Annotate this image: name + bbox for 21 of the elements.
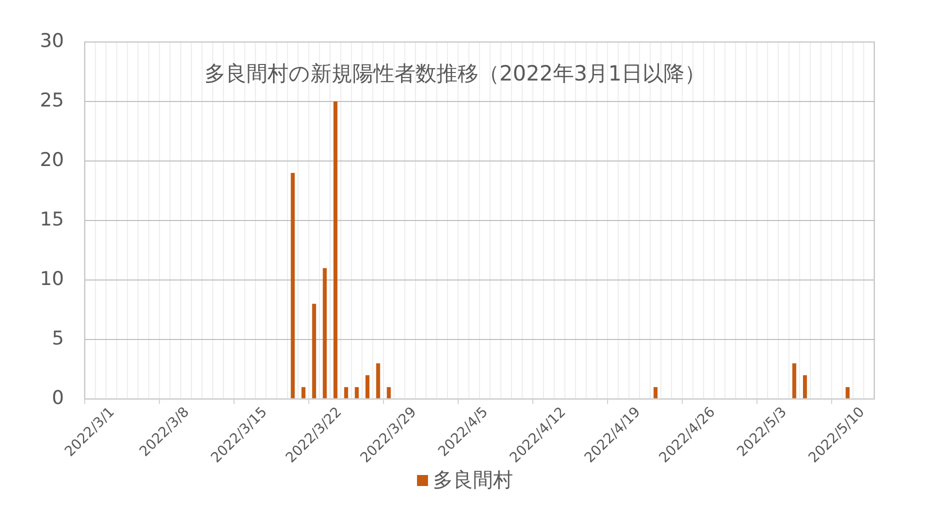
bar xyxy=(846,387,850,399)
bar xyxy=(354,387,359,399)
bar xyxy=(386,387,391,399)
y-tick-label: 20 xyxy=(40,149,64,172)
bar xyxy=(344,387,348,399)
y-tick-label: 30 xyxy=(40,30,64,52)
bar xyxy=(365,375,370,399)
bar xyxy=(322,268,327,399)
legend-label: 多良間村 xyxy=(433,467,513,492)
text: 多良間村の新規陽性者数推移（2022年3月1日以降） xyxy=(204,62,706,86)
bar xyxy=(802,375,807,399)
y-tick-label: 15 xyxy=(40,208,64,231)
bar xyxy=(312,304,316,399)
bar xyxy=(333,102,338,399)
y-tick-label: 25 xyxy=(40,90,64,112)
bar xyxy=(654,387,658,399)
y-tick-label: 10 xyxy=(40,268,64,290)
bar xyxy=(376,363,380,399)
bar xyxy=(301,387,306,399)
y-tick-label: 0 xyxy=(52,387,64,410)
y-tick-label: 5 xyxy=(52,328,64,350)
